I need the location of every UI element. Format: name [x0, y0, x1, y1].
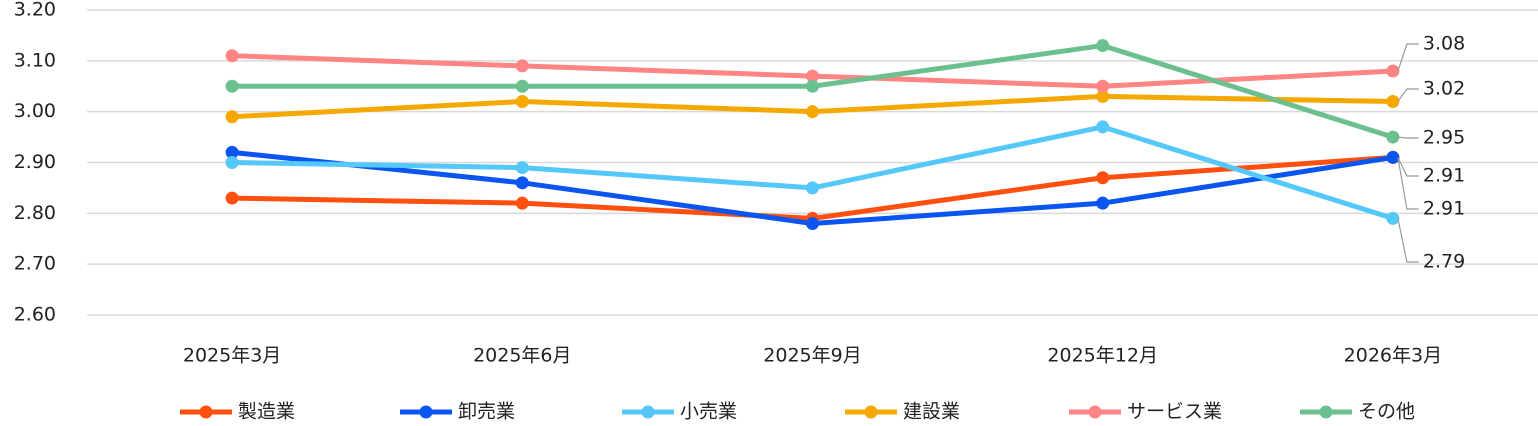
- y-tick-label: 2.80: [14, 202, 56, 224]
- data-point: [1096, 89, 1110, 103]
- y-tick-label: 3.00: [14, 100, 56, 122]
- x-tick-label: 2025年9月: [763, 345, 861, 367]
- legend-label: サービス業: [1127, 401, 1222, 423]
- data-point: [806, 105, 819, 119]
- data-point: [225, 145, 239, 159]
- x-tick-label: 2025年3月: [183, 345, 281, 367]
- data-point: [1096, 196, 1110, 210]
- data-point: [225, 49, 239, 63]
- data-point: [515, 176, 529, 190]
- data-point: [225, 110, 239, 124]
- data-point: [515, 79, 529, 93]
- data-point: [1096, 79, 1110, 93]
- data-point: [1386, 150, 1400, 164]
- legend-label: 製造業: [238, 401, 295, 423]
- data-point: [1386, 211, 1400, 225]
- legend-marker: [641, 405, 655, 419]
- legend-label: 建設業: [903, 401, 960, 423]
- data-label: 2.91: [1423, 165, 1465, 187]
- legend-label: 卸売業: [458, 401, 515, 423]
- data-point: [1386, 64, 1400, 78]
- data-point: [1096, 39, 1110, 53]
- leader-line: [1397, 218, 1419, 263]
- data-point: [515, 196, 529, 210]
- leader-line: [1397, 136, 1419, 139]
- data-label: 2.91: [1423, 198, 1465, 220]
- legend-marker: [419, 405, 433, 419]
- data-point: [806, 79, 819, 93]
- data-point: [806, 181, 819, 195]
- data-label: 3.02: [1423, 78, 1465, 100]
- data-point: [806, 217, 819, 230]
- leader-line: [1397, 43, 1419, 72]
- x-tick-label: 2025年6月: [473, 345, 571, 367]
- legend-label: その他: [1358, 401, 1415, 423]
- data-point: [1096, 171, 1110, 185]
- y-tick-label: 3.20: [14, 0, 56, 21]
- data-point: [225, 79, 239, 93]
- legend-marker: [1319, 405, 1333, 419]
- data-point: [1096, 120, 1110, 134]
- y-tick-label: 2.90: [14, 151, 56, 173]
- leader-line: [1397, 157, 1419, 210]
- data-point: [225, 191, 239, 205]
- data-point: [515, 95, 529, 108]
- x-tick-label: 2026年3月: [1344, 345, 1442, 367]
- data-label: 3.08: [1423, 33, 1465, 55]
- legend-label: 小売業: [680, 401, 737, 423]
- x-tick-label: 2025年12月: [1047, 345, 1158, 367]
- data-label: 2.95: [1423, 127, 1465, 149]
- y-tick-label: 2.70: [14, 253, 56, 275]
- data-point: [225, 156, 239, 169]
- data-point: [1386, 95, 1400, 108]
- data-point: [515, 59, 529, 73]
- data-point: [806, 69, 819, 83]
- leader-line: [1397, 88, 1419, 102]
- y-tick-label: 2.60: [14, 304, 56, 326]
- data-point: [515, 161, 529, 175]
- legend-marker: [199, 405, 213, 419]
- legend-marker: [864, 405, 878, 419]
- data-point: [1386, 130, 1400, 144]
- data-label: 2.79: [1423, 251, 1465, 273]
- y-tick-label: 3.10: [14, 49, 56, 71]
- leader-line: [1397, 157, 1419, 177]
- legend-marker: [1088, 405, 1102, 419]
